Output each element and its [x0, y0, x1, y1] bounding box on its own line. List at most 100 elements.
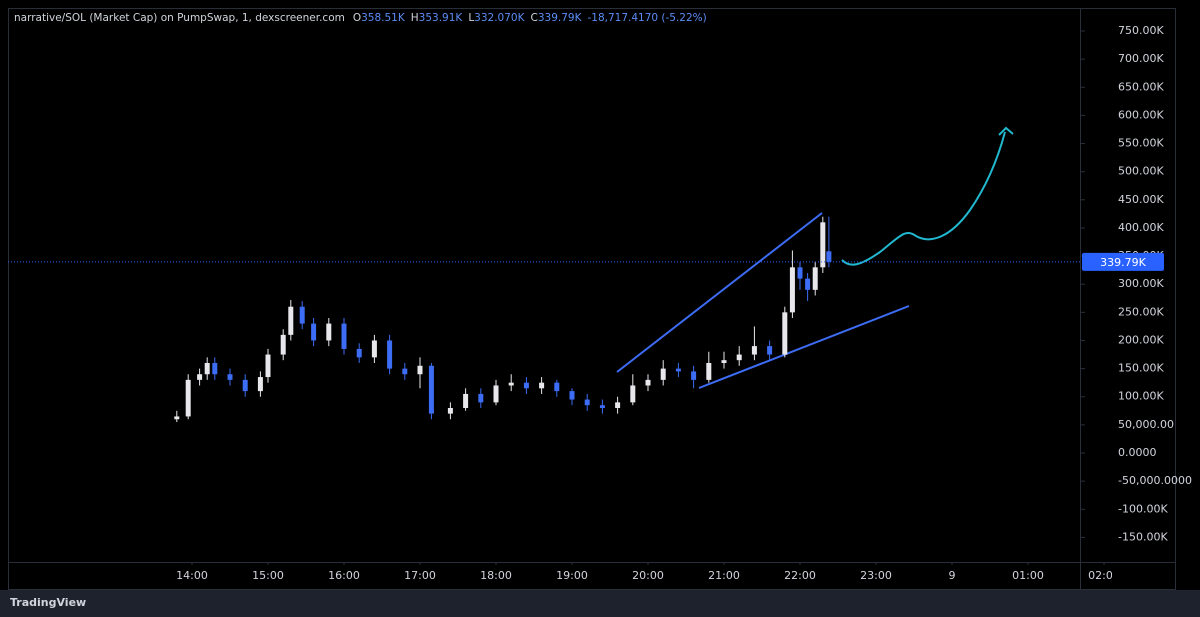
candle-body: [706, 362, 712, 380]
candle-body: [660, 368, 666, 380]
y-tick-label: 450.00K: [1118, 193, 1164, 206]
candle-body: [751, 346, 757, 355]
x-tick-label: 17:00: [404, 569, 436, 582]
candle-body: [523, 382, 529, 389]
x-tick-label: 22:00: [784, 569, 816, 582]
ohlc-label: L: [468, 12, 475, 24]
y-tick-label: -150.00K: [1118, 530, 1168, 543]
candle-body: [185, 379, 191, 417]
y-tick-label: 200.00K: [1118, 333, 1164, 346]
legend: narrative/SOL (Market Cap) on PumpSwap, …: [14, 12, 713, 24]
price-axis: [1081, 9, 1175, 562]
x-tick-label: 21:00: [708, 569, 740, 582]
candle-body: [691, 371, 697, 380]
ohlc-value: 339.79K: [537, 12, 582, 24]
x-tick-label: 02:00: [1088, 569, 1120, 582]
projection-arrow: [998, 126, 1014, 136]
candle-body: [280, 334, 286, 355]
candle-body: [767, 346, 773, 355]
ohlc-label: O: [352, 12, 362, 24]
x-tick-label: 15:00: [252, 569, 284, 582]
candle-body: [789, 267, 795, 313]
candle-body: [311, 323, 317, 341]
ohlc-value: 353.91K: [418, 12, 463, 24]
candle-body: [356, 348, 362, 358]
candle-body: [204, 362, 210, 375]
candle-body: [265, 354, 271, 378]
y-tick-label: 0.0000: [1118, 446, 1157, 459]
x-tick-label: 19:00: [556, 569, 588, 582]
candle-body: [371, 340, 377, 358]
candle-body: [326, 323, 332, 341]
ohlc-label: C: [530, 12, 538, 24]
candle-body: [257, 377, 263, 392]
y-tick-label: -100.00K: [1118, 502, 1168, 515]
candle-body: [299, 306, 305, 324]
candle-body: [508, 382, 514, 386]
candle-body: [599, 405, 605, 408]
branding: TradingView: [10, 596, 87, 609]
candle-body: [539, 382, 545, 389]
candle-body: [387, 340, 393, 369]
candle-body: [174, 416, 180, 420]
candle-body: [584, 399, 590, 406]
y-tick-label: 550.00K: [1118, 137, 1164, 150]
candle-body: [812, 267, 818, 290]
x-tick-label: 16:00: [328, 569, 360, 582]
candle-body: [478, 393, 484, 403]
footer: TradingView: [0, 590, 1200, 617]
candle-body: [447, 407, 453, 414]
symbol-title: narrative/SOL (Market Cap) on PumpSwap, …: [14, 12, 345, 24]
trend-line: [616, 212, 823, 373]
y-tick-label: 600.00K: [1118, 108, 1164, 121]
y-tick-label: 250.00K: [1118, 305, 1164, 318]
ohlc-value: 358.51K: [361, 12, 405, 24]
candle-body: [242, 379, 248, 392]
x-tick-label: 9: [949, 569, 956, 582]
candle-body: [212, 362, 218, 375]
x-tick-label: 14:00: [176, 569, 208, 582]
candle-body: [569, 391, 575, 400]
x-tick-label: 20:00: [632, 569, 664, 582]
candle-body: [417, 365, 423, 375]
y-tick-label: 100.00K: [1118, 390, 1164, 403]
y-tick-label: 400.00K: [1118, 221, 1164, 234]
candle-body: [797, 267, 803, 279]
candle-body: [428, 365, 434, 414]
candle-body: [721, 360, 727, 363]
change-value: -18,717.4170 (-5.22%): [587, 12, 707, 24]
y-tick-label: 50,000.00: [1118, 418, 1174, 431]
candle-body: [227, 374, 233, 380]
candle-body: [820, 222, 826, 268]
candle-body: [826, 251, 832, 262]
last-price-label: 339.79K: [1100, 256, 1146, 269]
candle-body: [736, 354, 742, 361]
candle-body: [645, 379, 651, 386]
frame: [8, 8, 1176, 590]
drawings: [616, 126, 1014, 389]
candle-body: [341, 323, 347, 349]
y-tick-label: 500.00K: [1118, 165, 1164, 178]
y-tick-label: -50,000.0000: [1118, 474, 1192, 487]
ohlc-value: 332.070K: [474, 12, 525, 24]
candle-body: [197, 374, 203, 380]
projection-curve: [841, 131, 1006, 266]
x-tick-label: 23:00: [860, 569, 892, 582]
candle-body: [463, 393, 469, 408]
y-tick-label: 700.00K: [1118, 52, 1164, 65]
y-tick-label: 300.00K: [1118, 277, 1164, 290]
candle-body: [615, 402, 621, 408]
ohlc-label: H: [410, 12, 419, 24]
candle-body: [782, 312, 788, 355]
y-tick-label: 750.00K: [1118, 24, 1164, 37]
plot-area: [174, 216, 832, 423]
last-price-box: [1082, 252, 1164, 271]
y-tick-label: 150.00K: [1118, 362, 1164, 375]
chart: 14:00 15:00 16:00 17:00 18:00 19:00 20:00 21:00…: [8, 8, 1192, 590]
candle-body: [630, 385, 636, 403]
candle-body: [675, 368, 681, 372]
candle-body: [554, 382, 560, 392]
candle-body: [493, 385, 499, 403]
x-tick-label: 18:00: [480, 569, 512, 582]
